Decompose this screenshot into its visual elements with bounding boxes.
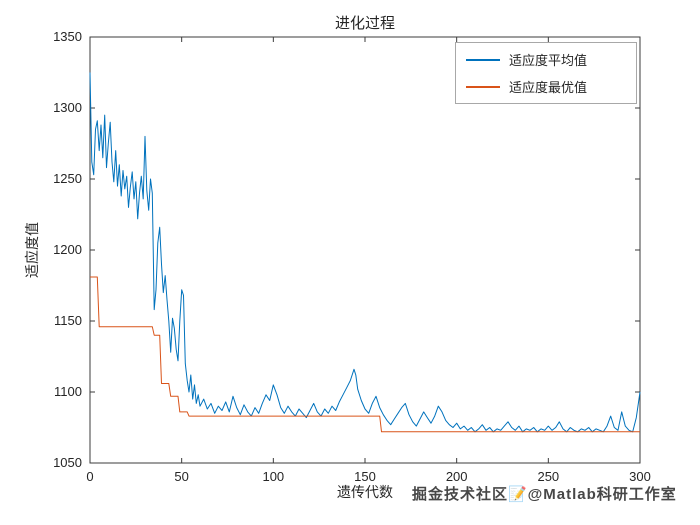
y-tick-label: 1300: [53, 100, 82, 115]
y-tick-label: 1150: [54, 313, 82, 328]
x-axis-label: 遗传代数: [337, 484, 393, 500]
series-line-1: [90, 276, 640, 433]
legend-label-average-fitness: 适应度平均值: [509, 53, 588, 68]
legend-label-best-fitness: 适应度最优值: [509, 80, 588, 95]
x-tick-label: 150: [354, 469, 376, 484]
y-tick-label: 1200: [53, 242, 82, 257]
legend-item-best-fitness[interactable]: 适应度最优值: [466, 77, 626, 96]
x-tick-label: 50: [174, 469, 188, 484]
x-tick-label: 100: [262, 469, 284, 484]
legend-line-average-fitness: [466, 58, 500, 61]
y-tick-label: 1350: [53, 29, 82, 44]
x-tick-label: 250: [537, 469, 559, 484]
x-tick-label: 300: [629, 469, 651, 484]
legend: 适应度平均值 适应度最优值: [455, 42, 637, 104]
series-line-0: [89, 72, 641, 433]
x-tick-label: 200: [446, 469, 468, 484]
y-axis-label: 适应度值: [24, 222, 40, 278]
y-tick-label: 1100: [54, 384, 82, 399]
y-tick-label: 1050: [53, 455, 82, 470]
watermark: 掘金技术社区📝@Matlab科研工作室: [412, 486, 677, 503]
x-tick-label: 0: [86, 469, 93, 484]
y-tick-label: 1250: [53, 171, 82, 186]
chart-title: 进化过程: [334, 15, 395, 32]
legend-line-best-fitness: [466, 85, 500, 88]
legend-item-average-fitness[interactable]: 适应度平均值: [466, 50, 626, 69]
